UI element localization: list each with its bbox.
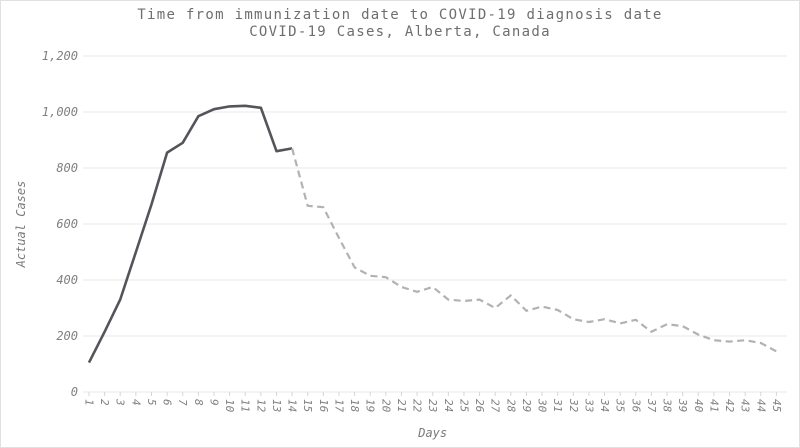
x-tick-label: 27 xyxy=(489,399,502,413)
x-tick-label: 41 xyxy=(707,399,720,412)
solid-series-line xyxy=(87,104,293,364)
x-tick-label: 37 xyxy=(645,398,658,413)
x-tick-label: 12 xyxy=(254,399,267,413)
x-tick-label: 9 xyxy=(207,399,220,406)
x-tick-label: 36 xyxy=(629,398,642,413)
x-tick-label: 44 xyxy=(754,399,767,412)
x-tick-label: 11 xyxy=(239,399,252,412)
x-tick-label: 31 xyxy=(551,398,564,412)
x-tick-label: 43 xyxy=(739,399,752,412)
x-tick-label: 38 xyxy=(661,398,674,413)
x-tick-label: 14 xyxy=(286,399,299,412)
y-tick-label: 800 xyxy=(56,161,78,175)
y-tick-label: 200 xyxy=(56,329,78,343)
x-tick-label: 30 xyxy=(536,398,549,413)
x-tick-label: 4 xyxy=(129,399,142,406)
x-tick-label: 6 xyxy=(161,399,174,406)
y-tick-label: 400 xyxy=(56,273,78,287)
x-tick-label: 40 xyxy=(692,399,705,413)
dashed-series-line xyxy=(291,148,777,353)
chart-subtitle: COVID-19 Cases, Alberta, Canada xyxy=(249,24,551,40)
x-tick-label: 42 xyxy=(723,399,736,413)
x-axis-title: Days xyxy=(417,426,447,440)
x-tick-label: 21 xyxy=(395,399,408,412)
x-tick-label: 29 xyxy=(520,399,533,412)
x-tick-label: 26 xyxy=(473,399,486,413)
x-tick-label: 19 xyxy=(364,399,377,412)
x-tick-label: 3 xyxy=(114,398,127,406)
x-tick-label: 28 xyxy=(504,399,517,413)
x-tick-label: 10 xyxy=(223,399,236,413)
y-tick-label: 600 xyxy=(56,217,78,231)
x-tick-label: 2 xyxy=(98,399,111,406)
x-tick-label: 33 xyxy=(582,398,595,412)
x-tick-label: 34 xyxy=(598,398,611,412)
x-tick-label: 16 xyxy=(317,399,330,413)
x-tick-label: 17 xyxy=(332,399,345,413)
x-tick-label: 13 xyxy=(270,399,283,412)
x-tick-label: 32 xyxy=(567,398,580,413)
x-tick-label: 20 xyxy=(379,399,392,413)
x-tick-label: 22 xyxy=(411,399,424,413)
chart-title: Time from immunization date to COVID-19 … xyxy=(137,7,663,23)
x-tick-label: 5 xyxy=(145,399,158,406)
x-tick-label: 18 xyxy=(348,399,361,413)
x-tick-label: 24 xyxy=(442,399,455,412)
y-tick-label: 1,000 xyxy=(42,105,78,119)
x-tick-label: 15 xyxy=(301,399,314,412)
x-tick-label: 45 xyxy=(770,399,783,412)
x-tick-label: 39 xyxy=(676,398,689,412)
y-tick-label: 0 xyxy=(71,385,78,399)
x-tick-label: 7 xyxy=(176,399,189,406)
x-tick-label: 35 xyxy=(614,398,627,412)
x-tick-label: 23 xyxy=(426,399,439,412)
x-tick-label: 25 xyxy=(457,399,470,412)
chart-title-block: Time from immunization date to COVID-19 … xyxy=(1,7,799,41)
x-tick-label: 1 xyxy=(83,399,96,406)
y-axis-title: Actual Cases xyxy=(14,181,28,269)
x-tick-label: 8 xyxy=(192,399,205,406)
y-tick-label: 1,200 xyxy=(42,49,78,63)
